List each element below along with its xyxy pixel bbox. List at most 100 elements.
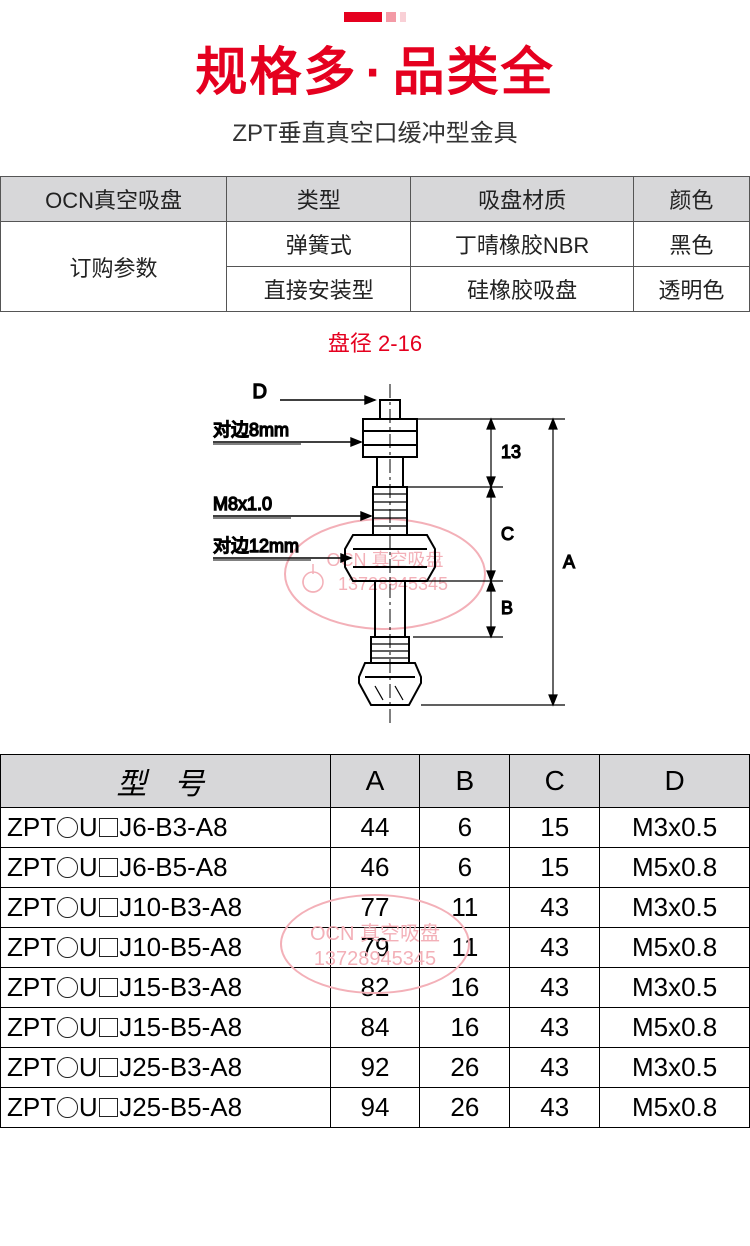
table-row: ZPTUJ15-B5-A8841643M5x0.8 [1, 1008, 750, 1048]
model-cell: ZPTUJ25-B5-A8 [1, 1088, 331, 1128]
square-placeholder-icon [99, 1018, 119, 1038]
spec-order-param: 订购参数 [1, 222, 227, 312]
dim-cell-D: M5x0.8 [600, 1088, 750, 1128]
dim-C: C [501, 524, 514, 544]
accent-seg-2 [386, 12, 396, 22]
dim-cell-A: 92 [330, 1048, 420, 1088]
model-cell: ZPTUJ15-B5-A8 [1, 1008, 331, 1048]
dim-cell-B: 11 [420, 928, 510, 968]
label-thread: M8x1.0 [213, 494, 272, 514]
table-row: ZPTUJ6-B5-A846615M5x0.8 [1, 848, 750, 888]
dim-13: 13 [501, 442, 521, 462]
spec-mat-1: 丁晴橡胶NBR [411, 222, 633, 267]
square-placeholder-icon [99, 978, 119, 998]
dim-col-C: C [510, 755, 600, 808]
title-right: 品类全 [393, 44, 555, 102]
dim-col-A: A [330, 755, 420, 808]
dim-cell-C: 43 [510, 888, 600, 928]
accent-bar [0, 0, 750, 22]
dim-cell-B: 16 [420, 968, 510, 1008]
model-cell: ZPTUJ10-B3-A8 [1, 888, 331, 928]
title-left: 规格多 [195, 44, 357, 102]
dim-cell-B: 26 [420, 1088, 510, 1128]
dim-cell-D: M5x0.8 [600, 848, 750, 888]
dim-cell-D: M3x0.5 [600, 1048, 750, 1088]
dim-cell-D: M3x0.5 [600, 968, 750, 1008]
dimensions-table: 型 号 A B C D ZPTUJ6-B3-A844615M3x0.5ZPTUJ… [0, 754, 750, 1128]
dim-col-D: D [600, 755, 750, 808]
circle-placeholder-icon [57, 937, 78, 958]
dim-cell-B: 11 [420, 888, 510, 928]
spec-color-1: 黑色 [633, 222, 749, 267]
table-row: ZPTUJ10-B3-A8771143M3x0.5 [1, 888, 750, 928]
spec-hdr-material: 吸盘材质 [411, 177, 633, 222]
dim-cell-C: 15 [510, 808, 600, 848]
table-row: ZPTUJ15-B3-A8821643M3x0.5 [1, 968, 750, 1008]
accent-seg-3 [400, 12, 406, 22]
dim-cell-D: M5x0.8 [600, 1008, 750, 1048]
model-cell: ZPTUJ6-B3-A8 [1, 808, 331, 848]
circle-placeholder-icon [57, 977, 78, 998]
table-row: ZPTUJ25-B5-A8942643M5x0.8 [1, 1088, 750, 1128]
dim-cell-A: 79 [330, 928, 420, 968]
accent-seg-1 [344, 12, 382, 22]
spec-hdr-type: 类型 [227, 177, 411, 222]
dim-A: A [563, 552, 575, 572]
spec-color-2: 透明色 [633, 267, 749, 312]
circle-placeholder-icon [57, 1057, 78, 1078]
circle-placeholder-icon [57, 1017, 78, 1038]
diagram-title: 盘径 2-16 [0, 326, 750, 358]
label-flat8: 对边8mm [213, 420, 289, 440]
dim-cell-D: M5x0.8 [600, 928, 750, 968]
dim-cell-B: 26 [420, 1048, 510, 1088]
spec-type-1: 弹簧式 [227, 222, 411, 267]
spec-table: OCN真空吸盘 类型 吸盘材质 颜色 订购参数 弹簧式 丁晴橡胶NBR 黑色 直… [0, 176, 750, 312]
dim-col-model: 型 号 [1, 755, 331, 808]
square-placeholder-icon [99, 1098, 119, 1118]
dim-cell-B: 6 [420, 848, 510, 888]
technical-diagram: OCN 真空吸盘 13728945345 [95, 364, 655, 744]
dim-cell-C: 43 [510, 928, 600, 968]
label-flat12: 对边12mm [213, 536, 299, 556]
circle-placeholder-icon [57, 1097, 78, 1118]
dim-cell-B: 6 [420, 808, 510, 848]
spec-hdr-color: 颜色 [633, 177, 749, 222]
diagram-section: 盘径 2-16 OCN 真空吸盘 13728945345 [0, 326, 750, 744]
label-D: D [253, 381, 267, 403]
dim-table-body: ZPTUJ6-B3-A844615M3x0.5ZPTUJ6-B5-A846615… [1, 808, 750, 1128]
dim-cell-A: 94 [330, 1088, 420, 1128]
title-dot: · [365, 44, 384, 102]
circle-placeholder-icon [57, 897, 78, 918]
spec-type-2: 直接安装型 [227, 267, 411, 312]
dim-cell-A: 46 [330, 848, 420, 888]
model-cell: ZPTUJ15-B3-A8 [1, 968, 331, 1008]
page-root: 规格多·品类全 ZPT垂直真空口缓冲型金具 OCN真空吸盘 类型 吸盘材质 颜色… [0, 0, 750, 1148]
page-title: 规格多·品类全 [0, 30, 750, 105]
dim-cell-D: M3x0.5 [600, 888, 750, 928]
dim-cell-A: 77 [330, 888, 420, 928]
dim-cell-A: 44 [330, 808, 420, 848]
square-placeholder-icon [99, 818, 119, 838]
dim-cell-C: 43 [510, 1048, 600, 1088]
dim-cell-D: M3x0.5 [600, 808, 750, 848]
square-placeholder-icon [99, 898, 119, 918]
dim-cell-B: 16 [420, 1008, 510, 1048]
wm-line2: 13728945345 [338, 574, 448, 594]
left-annotations: D 对边8mm M8x1.0 对边12mm [213, 381, 375, 562]
dim-cell-C: 43 [510, 968, 600, 1008]
square-placeholder-icon [99, 1058, 119, 1078]
circle-placeholder-icon [57, 857, 78, 878]
page-subtitle: ZPT垂直真空口缓冲型金具 [0, 113, 750, 148]
spec-hdr-product: OCN真空吸盘 [1, 177, 227, 222]
table-row: ZPTUJ25-B3-A8922643M3x0.5 [1, 1048, 750, 1088]
dim-cell-A: 82 [330, 968, 420, 1008]
model-cell: ZPTUJ6-B5-A8 [1, 848, 331, 888]
spec-mat-2: 硅橡胶吸盘 [411, 267, 633, 312]
circle-placeholder-icon [57, 817, 78, 838]
model-cell: ZPTUJ25-B3-A8 [1, 1048, 331, 1088]
square-placeholder-icon [99, 858, 119, 878]
dim-cell-C: 43 [510, 1008, 600, 1048]
dim-table-wrap: 型 号 A B C D ZPTUJ6-B3-A844615M3x0.5ZPTUJ… [0, 754, 750, 1128]
table-row: ZPTUJ6-B3-A844615M3x0.5 [1, 808, 750, 848]
dim-cell-C: 43 [510, 1088, 600, 1128]
